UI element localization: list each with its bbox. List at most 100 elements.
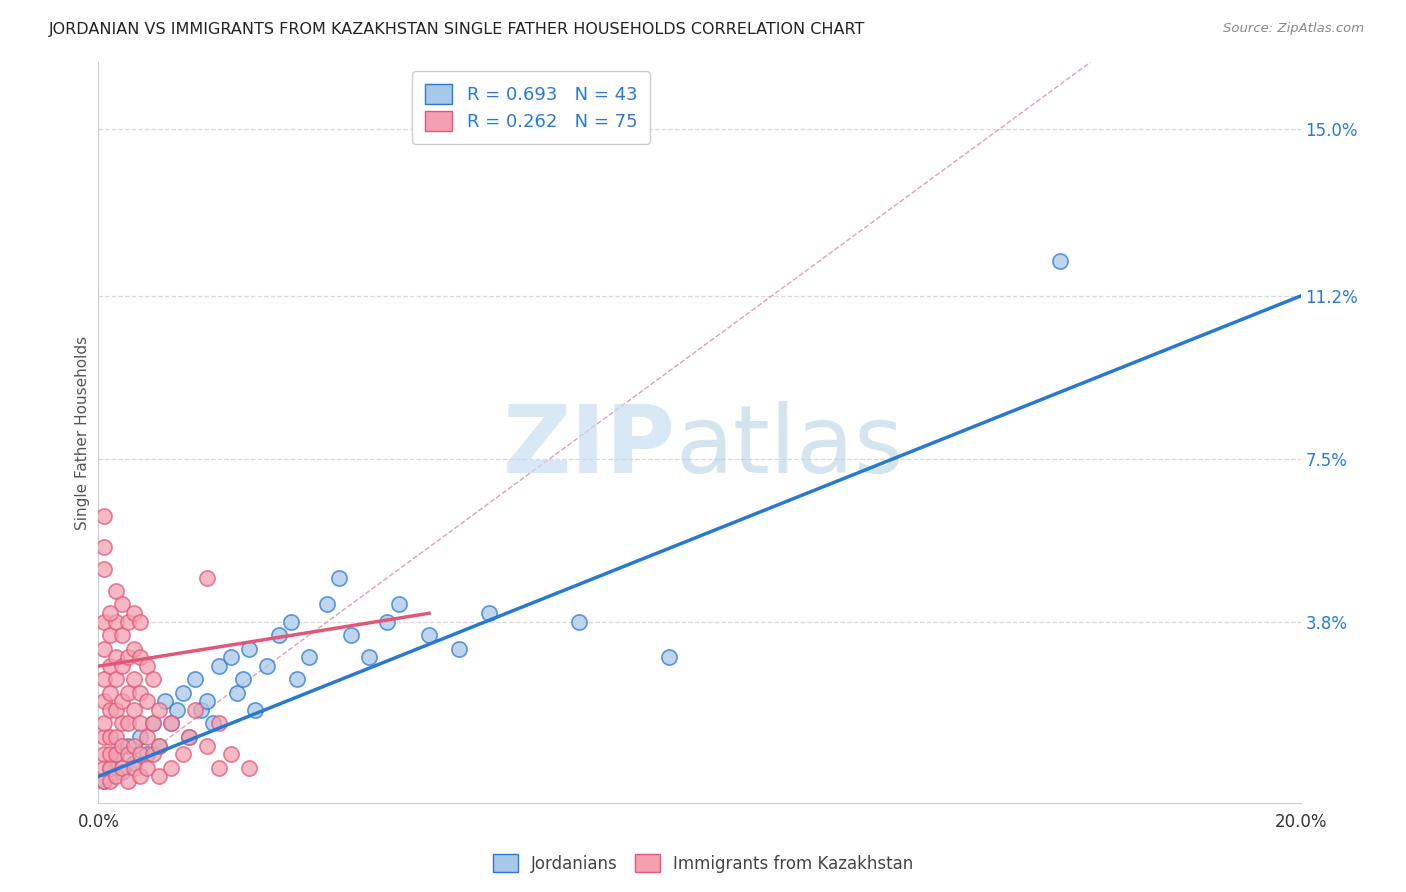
- Point: [195, 694, 218, 708]
- Point: [93, 747, 115, 762]
- Point: [418, 628, 440, 642]
- Point: [111, 659, 134, 673]
- Point: [111, 739, 134, 753]
- Point: [208, 659, 231, 673]
- Point: [100, 703, 122, 717]
- Point: [124, 703, 146, 717]
- Point: [111, 716, 134, 731]
- Y-axis label: Single Father Households: Single Father Households: [75, 335, 90, 530]
- Point: [148, 769, 170, 783]
- Point: [100, 730, 122, 744]
- Legend: Jordanians, Immigrants from Kazakhstan: Jordanians, Immigrants from Kazakhstan: [486, 847, 920, 880]
- Point: [225, 685, 247, 699]
- Point: [141, 673, 163, 687]
- Point: [117, 650, 139, 665]
- Point: [93, 760, 115, 774]
- Point: [159, 716, 181, 731]
- Point: [129, 730, 152, 744]
- Point: [111, 598, 134, 612]
- Point: [447, 641, 470, 656]
- Point: [100, 747, 122, 762]
- Point: [100, 685, 122, 699]
- Point: [183, 673, 205, 687]
- Point: [357, 650, 380, 665]
- Point: [93, 716, 115, 731]
- Point: [135, 760, 157, 774]
- Point: [105, 584, 128, 599]
- Point: [195, 739, 218, 753]
- Legend: R = 0.693   N = 43, R = 0.262   N = 75: R = 0.693 N = 43, R = 0.262 N = 75: [412, 71, 650, 144]
- Point: [1049, 253, 1071, 268]
- Point: [124, 756, 146, 771]
- Point: [219, 650, 242, 665]
- Point: [105, 650, 128, 665]
- Point: [93, 562, 115, 576]
- Point: [135, 694, 157, 708]
- Point: [124, 760, 146, 774]
- Point: [177, 730, 200, 744]
- Point: [232, 673, 254, 687]
- Point: [256, 659, 278, 673]
- Point: [105, 703, 128, 717]
- Point: [658, 650, 681, 665]
- Point: [93, 694, 115, 708]
- Point: [111, 628, 134, 642]
- Point: [172, 685, 194, 699]
- Point: [129, 716, 152, 731]
- Point: [93, 673, 115, 687]
- Point: [117, 747, 139, 762]
- Point: [195, 571, 218, 585]
- Point: [267, 628, 290, 642]
- Text: ZIP: ZIP: [502, 401, 675, 493]
- Point: [135, 747, 157, 762]
- Point: [124, 739, 146, 753]
- Point: [135, 730, 157, 744]
- Text: JORDANIAN VS IMMIGRANTS FROM KAZAKHSTAN SINGLE FATHER HOUSEHOLDS CORRELATION CHA: JORDANIAN VS IMMIGRANTS FROM KAZAKHSTAN …: [49, 22, 866, 37]
- Point: [172, 747, 194, 762]
- Point: [153, 694, 176, 708]
- Point: [93, 540, 115, 554]
- Point: [238, 641, 260, 656]
- Point: [117, 615, 139, 629]
- Point: [280, 615, 302, 629]
- Point: [124, 607, 146, 621]
- Text: atlas: atlas: [675, 401, 904, 493]
- Point: [166, 703, 188, 717]
- Point: [141, 716, 163, 731]
- Point: [315, 598, 337, 612]
- Point: [93, 641, 115, 656]
- Point: [129, 615, 152, 629]
- Point: [111, 760, 134, 774]
- Point: [148, 739, 170, 753]
- Point: [124, 673, 146, 687]
- Point: [208, 760, 231, 774]
- Point: [111, 694, 134, 708]
- Point: [129, 650, 152, 665]
- Point: [568, 615, 591, 629]
- Point: [190, 703, 212, 717]
- Point: [111, 764, 134, 779]
- Point: [135, 659, 157, 673]
- Point: [117, 716, 139, 731]
- Point: [148, 739, 170, 753]
- Point: [93, 773, 115, 788]
- Point: [105, 747, 128, 762]
- Point: [100, 659, 122, 673]
- Point: [93, 509, 115, 524]
- Point: [129, 747, 152, 762]
- Point: [141, 716, 163, 731]
- Point: [117, 685, 139, 699]
- Point: [100, 628, 122, 642]
- Point: [243, 703, 266, 717]
- Text: Source: ZipAtlas.com: Source: ZipAtlas.com: [1223, 22, 1364, 36]
- Point: [93, 773, 115, 788]
- Point: [201, 716, 224, 731]
- Point: [177, 730, 200, 744]
- Point: [238, 760, 260, 774]
- Point: [183, 703, 205, 717]
- Point: [93, 730, 115, 744]
- Point: [124, 641, 146, 656]
- Point: [100, 760, 122, 774]
- Point: [105, 673, 128, 687]
- Point: [375, 615, 398, 629]
